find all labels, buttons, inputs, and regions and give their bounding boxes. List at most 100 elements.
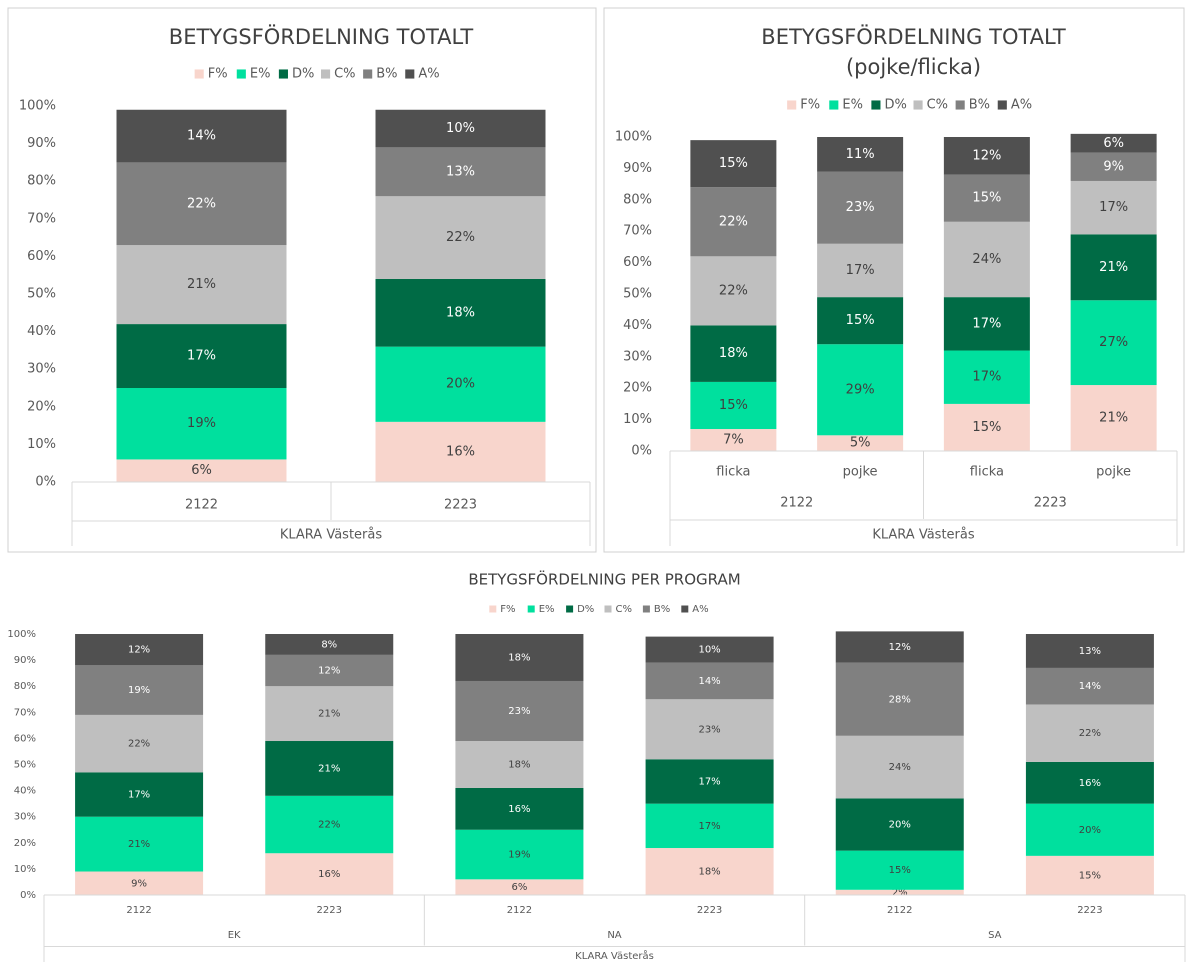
bar-segment [265, 654, 394, 687]
chart-title: BETYGSFÖRDELNING TOTALT [169, 24, 474, 49]
bar-segment [455, 741, 584, 788]
data-label: 12% [128, 645, 150, 656]
bar-segment [690, 429, 777, 451]
bar-segment [455, 680, 584, 742]
bar-segment [375, 147, 546, 197]
bar-segment [375, 278, 546, 347]
legend-label: B% [969, 98, 990, 113]
data-label: 18% [508, 760, 530, 771]
data-label: 22% [187, 196, 216, 211]
bar-segment [375, 109, 546, 148]
y-tick-label: 0% [631, 444, 652, 459]
data-label: 9% [1103, 159, 1124, 174]
x-tick-label: 2223 [697, 905, 722, 916]
legend-label: B% [654, 604, 670, 615]
y-tick-label: 80% [27, 174, 56, 189]
bar-segment [690, 256, 777, 326]
panel-border [7, 7, 597, 553]
x-tick-label: 2223 [444, 498, 477, 513]
legend-swatch [955, 100, 965, 110]
y-tick-label: 100% [615, 130, 652, 145]
data-label: 18% [508, 652, 530, 663]
y-tick-label: 80% [623, 192, 652, 207]
y-tick-label: 40% [27, 324, 56, 339]
legend-swatch [194, 69, 204, 79]
x-tick-label: flicka [970, 465, 1004, 480]
data-label: 6% [511, 882, 527, 893]
legend-label: D% [577, 604, 594, 615]
legend-label: A% [1011, 98, 1032, 113]
bar-segment [817, 137, 904, 172]
y-tick-label: 10% [623, 412, 652, 427]
bar-segment [75, 665, 204, 715]
bar-segment [116, 245, 287, 325]
bar-segment [455, 879, 584, 895]
x-tick-label: 2223 [317, 905, 342, 916]
data-label: 24% [889, 762, 911, 773]
data-label: 15% [1079, 870, 1101, 881]
x-axis-label: KLARA Västerås [280, 528, 383, 543]
y-tick-label: 60% [623, 255, 652, 270]
chart-title: BETYGSFÖRDELNING PER PROGRAM [468, 570, 740, 589]
data-label: 21% [318, 763, 340, 774]
legend-label: C% [334, 67, 355, 82]
data-label: 17% [698, 776, 720, 787]
legend-swatch [278, 69, 288, 79]
bar-segment [645, 803, 774, 849]
data-label: 15% [846, 313, 875, 328]
data-label: 15% [719, 156, 748, 171]
data-label: 15% [719, 398, 748, 413]
bar-segment [690, 381, 777, 430]
data-label: 15% [889, 865, 911, 876]
y-tick-label: 50% [623, 287, 652, 302]
x-axis-label: KLARA Västerås [872, 528, 975, 543]
legend-swatch [236, 69, 246, 79]
y-tick-label: 20% [27, 399, 56, 414]
x-tick-label: 2122 [126, 905, 151, 916]
bar-segment [455, 634, 584, 681]
data-label: 18% [719, 346, 748, 361]
y-tick-label: 10% [27, 437, 56, 452]
data-label: 17% [972, 316, 1001, 331]
bar-segment [116, 459, 287, 482]
y-tick-label: 10% [14, 864, 36, 875]
x-tick-label: 2223 [1077, 905, 1102, 916]
y-tick-label: 80% [14, 681, 36, 692]
bar-segment [690, 325, 777, 382]
bar-segment [116, 324, 287, 388]
y-tick-label: 90% [14, 655, 36, 666]
x-tick-label: 2122 [507, 905, 532, 916]
bar-segment [1025, 667, 1154, 705]
data-label: 5% [850, 436, 871, 451]
y-tick-label: 60% [27, 249, 56, 264]
legend-swatch [527, 605, 535, 613]
chart-title: BETYGSFÖRDELNING TOTALT [761, 24, 1066, 49]
data-label: 12% [889, 642, 911, 653]
bar-segment [835, 631, 964, 663]
data-label: 23% [508, 706, 530, 717]
legend-swatch [566, 605, 574, 613]
data-label: 14% [1079, 681, 1101, 692]
bar-segment [116, 162, 287, 246]
bar-segment [943, 297, 1030, 351]
bar-segment [835, 889, 964, 895]
bar-segment [455, 787, 584, 830]
y-tick-label: 50% [27, 287, 56, 302]
data-label: 6% [1103, 136, 1124, 151]
data-label: 17% [698, 821, 720, 832]
bar-segment [1025, 704, 1154, 762]
data-label: 15% [972, 420, 1001, 435]
data-label: 10% [446, 121, 475, 136]
data-label: 29% [846, 382, 875, 397]
data-label: 16% [1079, 778, 1101, 789]
y-tick-label: 0% [35, 475, 56, 490]
bar-segment [835, 662, 964, 736]
legend-label: F% [208, 67, 228, 82]
bar-segment [645, 848, 774, 895]
y-tick-label: 30% [623, 349, 652, 364]
bar-segment [943, 350, 1030, 404]
legend-swatch [604, 605, 612, 613]
group-label: 2223 [1034, 496, 1067, 511]
group-label: NA [607, 930, 621, 941]
